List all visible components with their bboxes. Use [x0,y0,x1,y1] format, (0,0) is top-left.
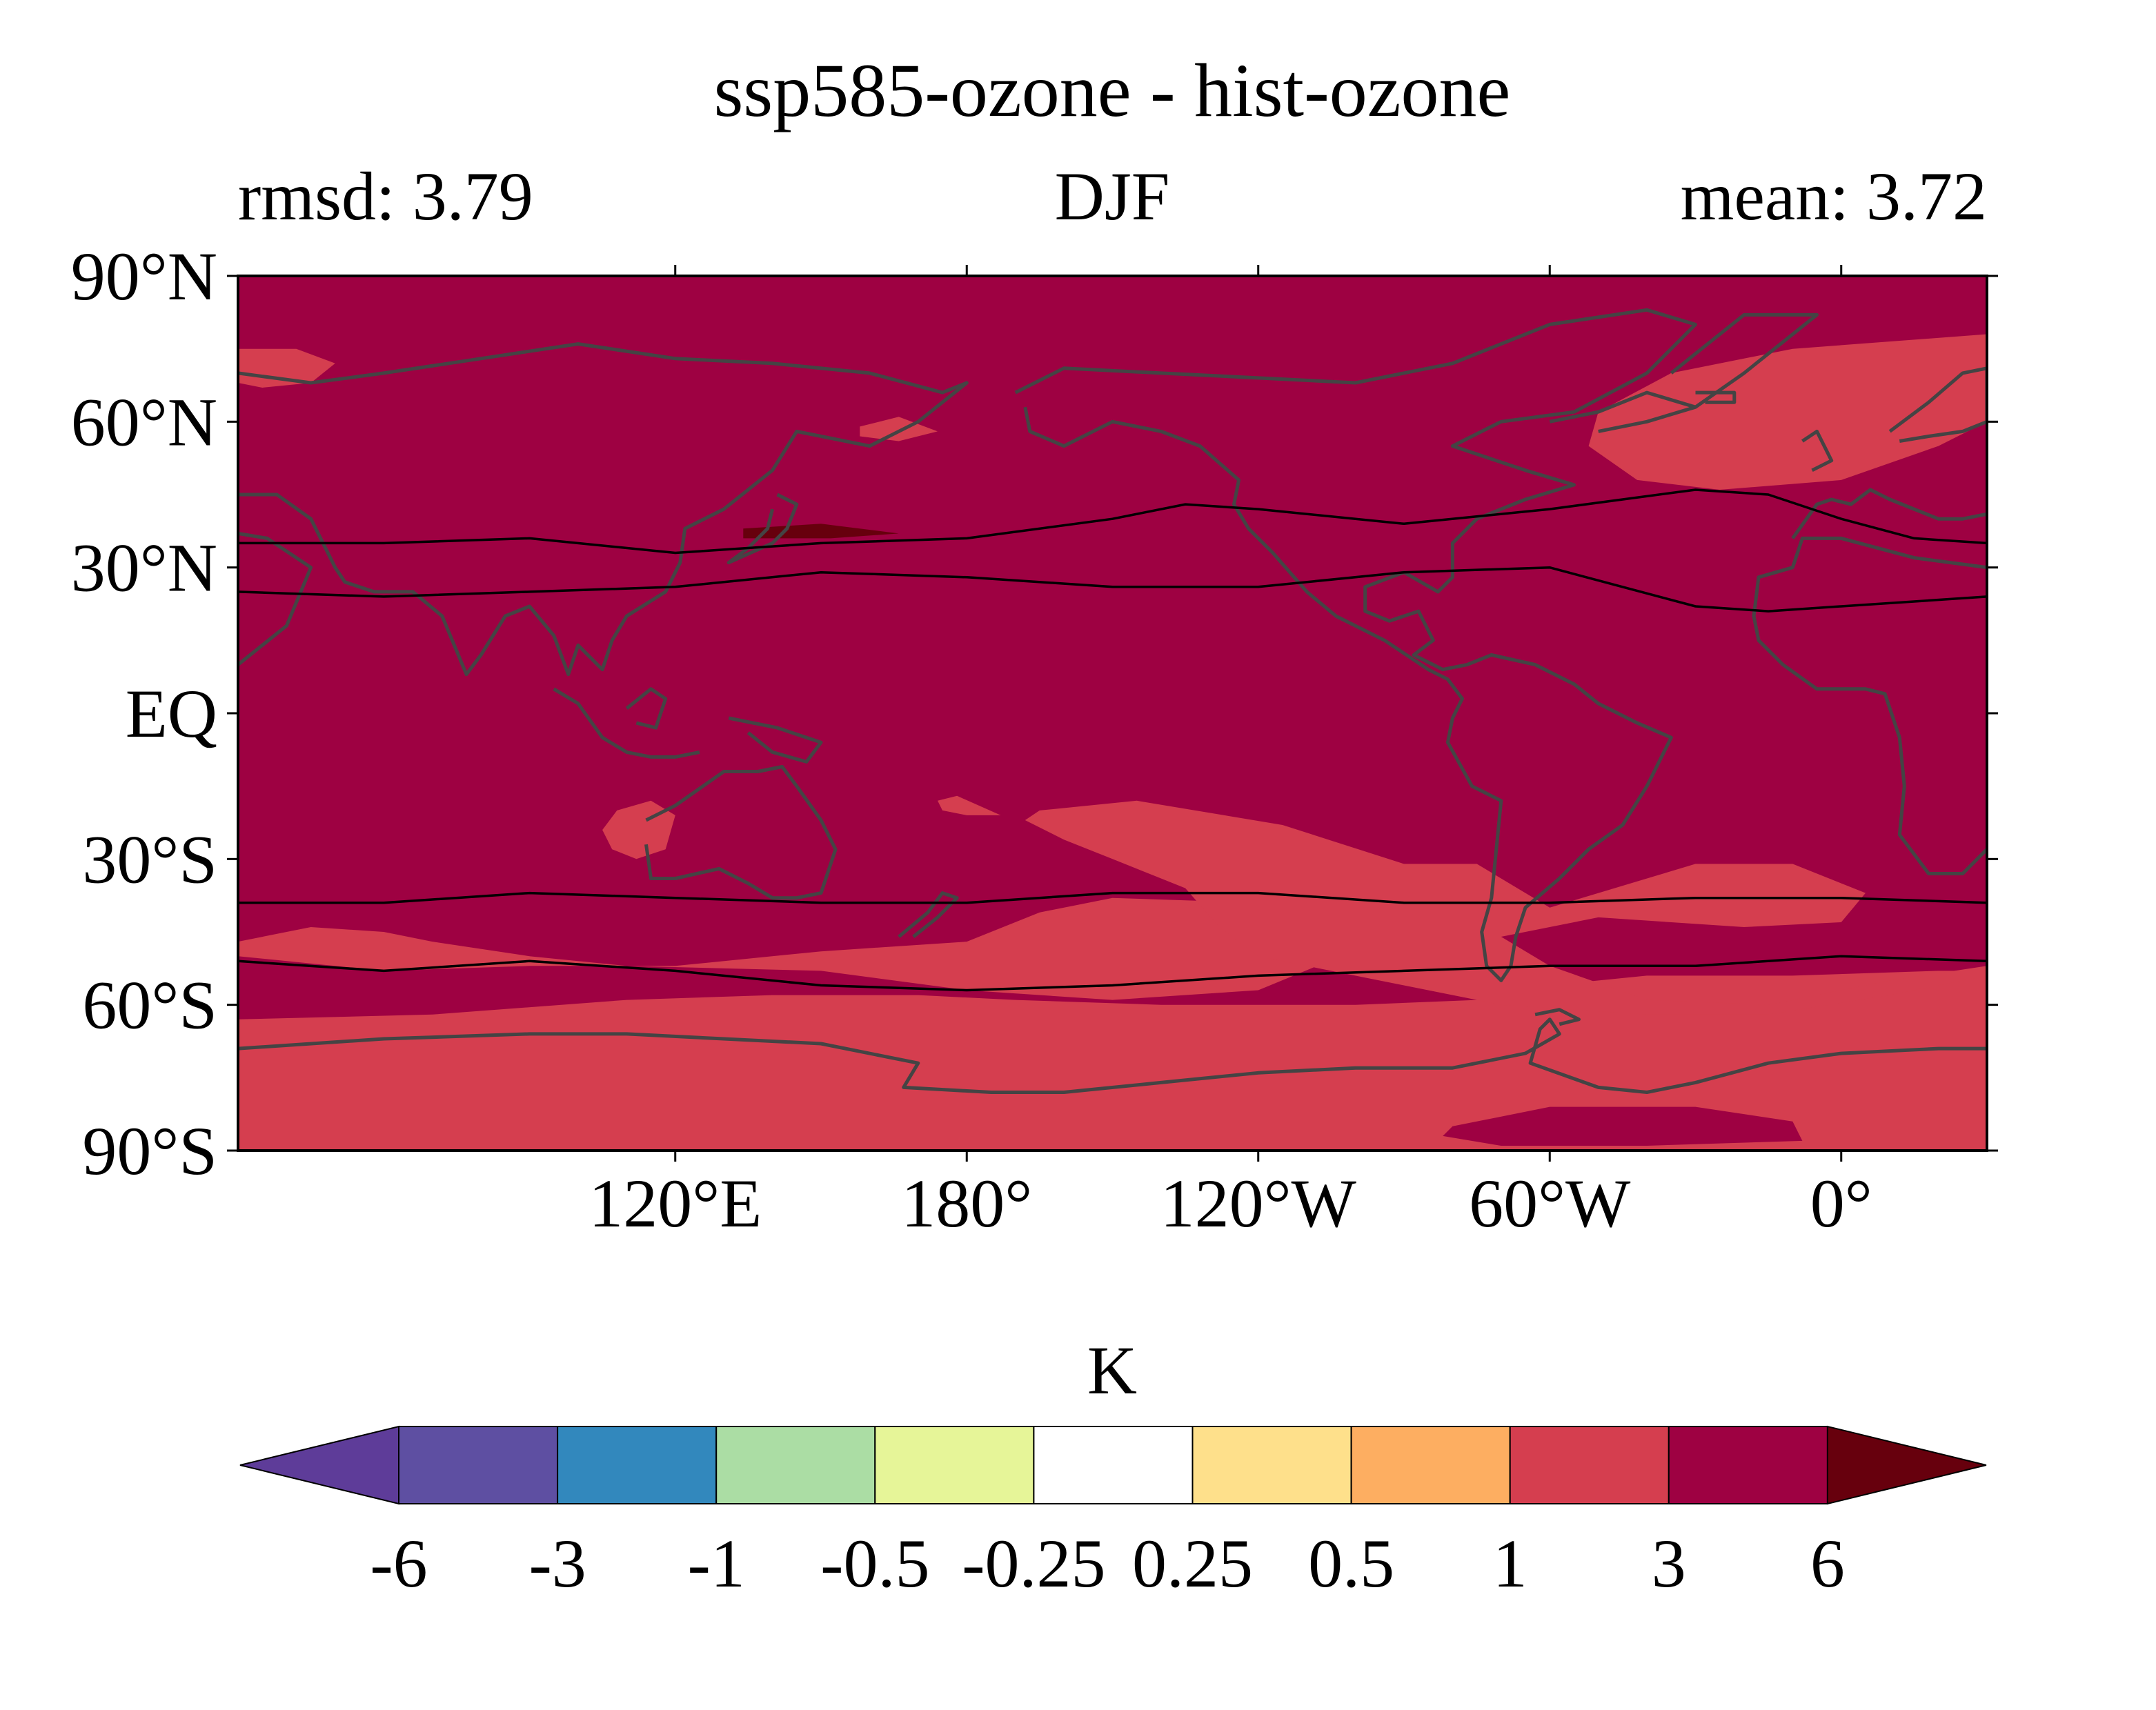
colorbar-tick-label: -1 [688,1525,745,1602]
colorbar-tick-label: -0.5 [820,1525,929,1602]
contour-line [238,891,1987,904]
colorbar-segment [1350,1426,1511,1504]
contour-region [860,417,938,441]
y-tick-label: 60°N [71,384,217,460]
y-tick-label: 30°S [82,821,217,897]
colorbar: -6 -3 -1 -0.5 -0.25 0.25 0.5 1 3 6 [239,1425,1987,1602]
coastline [625,687,668,730]
colorbar-segment [1033,1426,1194,1504]
coastline [553,687,700,759]
contour-region [1025,800,1987,1015]
colorbar-segment [1668,1426,1828,1504]
colorbar-tick-label: -0.25 [962,1525,1105,1602]
contour-line [238,488,1987,555]
subtitle-right: mean: 3.72 [1681,158,1987,235]
colorbar-tick-label: -6 [370,1525,427,1602]
colorbar-segment [715,1426,876,1504]
colorbar-label: K [1087,1332,1137,1409]
y-tick-label: EQ [126,675,217,752]
x-tick-label: 60°W [1469,1165,1631,1242]
subtitle-left: rmsd: 3.79 [238,158,533,235]
colorbar-tick-label: 6 [1810,1525,1845,1602]
coastline [726,493,799,565]
contour-region [238,971,1987,1151]
x-tick-label: 180° [901,1165,1032,1242]
map-plot-area [237,275,1988,1152]
coastline [1791,488,1987,539]
y-tick-label: 90°S [82,1113,217,1189]
x-tick-label: 120°W [1160,1165,1357,1242]
coastlines [238,308,1987,1094]
contour-region [238,897,1341,1000]
coastline [238,531,313,666]
colorbar-segment [1509,1426,1670,1504]
x-tick-label: 0° [1810,1165,1872,1242]
colorbar-tick-label: 0.5 [1308,1525,1394,1602]
coastline [728,716,823,764]
coastline [644,765,838,900]
colorbar-segment [874,1426,1035,1504]
colorbar-tick-label: 0.25 [1132,1525,1253,1602]
contour-region [1588,334,1987,490]
colorbar-segment [398,1426,559,1504]
colorbar-extend-low [239,1425,399,1505]
coastline [1888,366,1987,443]
chart-title: ssp585-ozone - hist-ozone [714,48,1511,132]
coastline [1014,308,1697,982]
coastline [1670,312,1819,409]
coastline [1752,536,1987,875]
x-tick-label: 120°E [589,1165,762,1242]
contour-region [1443,1106,1803,1146]
colorbar-tick-label: 3 [1652,1525,1686,1602]
coastline [1534,1008,1581,1026]
y-tick-label: 90°N [71,238,217,315]
coastline [1801,429,1834,473]
colorbar-tick-label: 1 [1493,1525,1527,1602]
coastline [898,891,959,938]
colorbar-segment [1191,1426,1352,1504]
contour-region [938,795,1001,815]
colorbar-tick-label: -3 [528,1525,586,1602]
contour-line [238,955,1987,992]
subtitle-center: DJF [1055,158,1170,235]
coastline [1549,390,1697,433]
colorbar-extend-high [1826,1425,1987,1505]
colorbar-segment [557,1426,718,1504]
y-tick-label: 60°S [82,967,217,1044]
coastline [1695,390,1737,404]
coastline [238,342,969,677]
coastline [238,1017,1987,1094]
y-tick-label: 30°N [71,530,217,606]
contour-line [238,566,1987,613]
